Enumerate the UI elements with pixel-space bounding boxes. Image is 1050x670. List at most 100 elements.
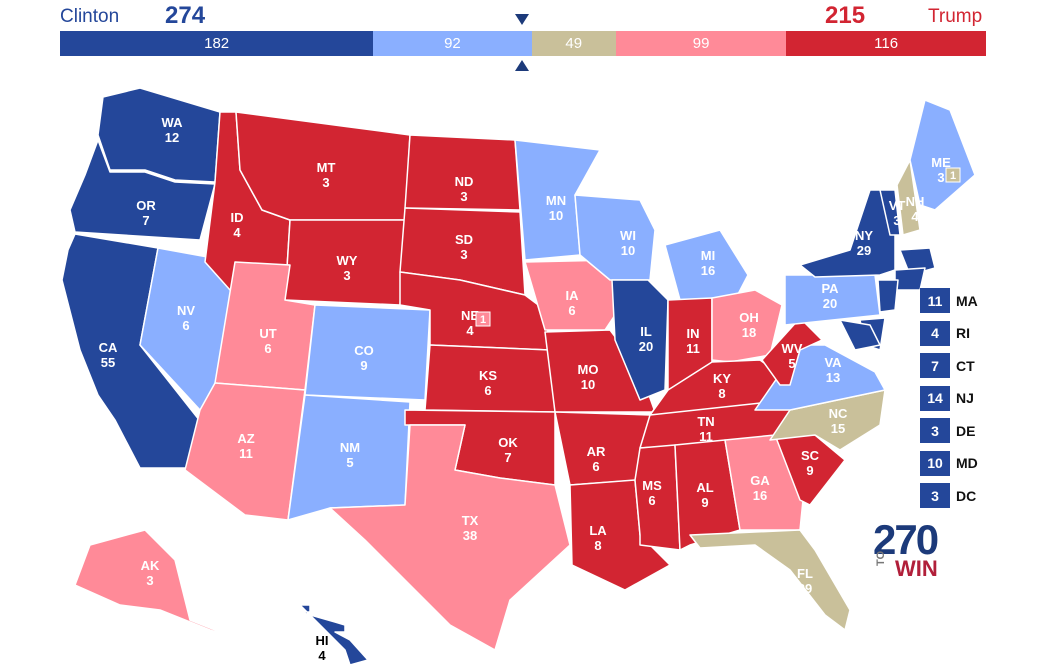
state-vt[interactable]	[879, 189, 901, 236]
state-il[interactable]	[611, 279, 669, 401]
small-state-row-nj[interactable]: 14 NJ	[920, 385, 974, 411]
state-ev-vt: 3	[893, 213, 900, 228]
state-label-nd: ND	[455, 174, 474, 189]
state-label-ak: AK	[141, 558, 160, 573]
state-label-tx: TX	[462, 513, 479, 528]
logo-number: 270	[873, 516, 939, 563]
state-label-ky: KY	[713, 371, 731, 386]
state-ev-co: 9	[360, 358, 367, 373]
small-state-row-ri[interactable]: 4 RI	[920, 320, 970, 346]
state-label-mi: MI	[701, 248, 715, 263]
state-label-la: LA	[589, 523, 607, 538]
state-ms[interactable]	[634, 444, 681, 551]
state-ev-nc: 15	[831, 421, 845, 436]
state-label-nm: NM	[340, 440, 360, 455]
state-ev-ne: 4	[466, 323, 474, 338]
small-state-name-ct: CT	[956, 357, 975, 374]
state-label-fl: FL	[797, 566, 813, 581]
small-state-row-ma[interactable]: 11 MA	[920, 288, 978, 313]
bar-segment-lean-dem: 92	[373, 31, 532, 56]
state-ev-ut: 6	[264, 341, 271, 356]
state-or[interactable]	[69, 139, 216, 241]
small-state-ev-de: 3	[920, 418, 950, 443]
state-ny[interactable]	[799, 189, 896, 278]
state-label-wi: WI	[620, 228, 636, 243]
district-ev-me: 1	[950, 170, 956, 182]
state-label-ne: NE	[461, 308, 479, 323]
state-label-ny: NY	[855, 228, 873, 243]
state-ev-pa: 20	[823, 296, 837, 311]
state-tx[interactable]	[329, 424, 571, 651]
state-ev-ga: 16	[753, 488, 767, 503]
state-ev-tx: 38	[463, 528, 477, 543]
state-ev-al: 9	[701, 495, 708, 510]
state-label-ms: MS	[642, 478, 662, 493]
state-co[interactable]	[304, 304, 431, 401]
logo-to: TO	[875, 550, 887, 566]
state-label-sc: SC	[801, 448, 820, 463]
small-state-ev-dc: 3	[920, 483, 950, 508]
state-label-wa: WA	[162, 115, 184, 130]
state-fl[interactable]	[689, 529, 851, 631]
small-state-name-de: DE	[956, 422, 976, 439]
state-label-al: AL	[696, 480, 713, 495]
small-state-shape-3[interactable]	[877, 279, 899, 313]
state-nh[interactable]	[896, 159, 921, 236]
district-box-ne[interactable]	[475, 311, 491, 327]
state-ev-tn: 11	[699, 429, 713, 444]
state-ev-wa: 12	[165, 130, 179, 145]
small-state-name-ma: MA	[956, 292, 978, 309]
state-ev-ok: 7	[504, 450, 511, 465]
state-ev-mo: 10	[581, 377, 595, 392]
dem-candidate-name: Clinton	[60, 6, 120, 27]
state-label-ok: OK	[498, 435, 518, 450]
small-state-ev-ct: 7	[920, 353, 950, 378]
state-ev-hi: 4	[318, 648, 326, 663]
small-state-shape-2[interactable]	[894, 267, 926, 291]
state-label-in: IN	[687, 326, 700, 341]
state-label-ar: AR	[587, 444, 606, 459]
rep-electoral-total: 215	[825, 2, 866, 29]
dem-electoral-total: 274	[165, 2, 206, 29]
small-state-row-de[interactable]: 3 DE	[920, 418, 975, 443]
state-ev-nd: 3	[460, 189, 467, 204]
small-state-ev-ri: 4	[920, 320, 950, 346]
rep-candidate-name: Trump	[928, 6, 983, 27]
state-ak[interactable]	[74, 529, 241, 641]
state-nd[interactable]	[404, 134, 521, 211]
small-state-row-md[interactable]: 10 MD	[920, 450, 978, 476]
state-label-mt: MT	[317, 160, 336, 175]
small-state-row-ct[interactable]: 7 CT	[920, 353, 975, 378]
state-ev-ks: 6	[484, 383, 491, 398]
state-ev-nm: 5	[346, 455, 353, 470]
small-state-ev-nj: 14	[920, 385, 950, 411]
state-hi[interactable]	[299, 604, 369, 666]
small-state-row-dc[interactable]: 3 DC	[920, 483, 976, 508]
state-ev-mi: 16	[701, 263, 715, 278]
state-mi[interactable]	[664, 229, 749, 301]
state-label-id: ID	[231, 210, 244, 225]
state-ev-me: 3	[937, 170, 944, 185]
state-ev-il: 20	[639, 339, 653, 354]
state-label-mo: MO	[578, 362, 599, 377]
state-label-oh: OH	[739, 310, 759, 325]
small-state-name-ri: RI	[956, 325, 970, 341]
state-ev-mn: 10	[549, 208, 563, 223]
district-ev-ne: 1	[480, 314, 486, 326]
state-ev-oh: 18	[742, 325, 756, 340]
state-wi[interactable]	[574, 194, 656, 281]
state-label-ut: UT	[259, 326, 276, 341]
state-ev-wy: 3	[343, 268, 350, 283]
state-label-ca: CA	[99, 340, 118, 355]
state-ev-nh: 4	[911, 209, 919, 224]
small-state-name-dc: DC	[956, 487, 977, 504]
small-state-shape-5[interactable]	[839, 319, 881, 351]
state-label-tn: TN	[697, 414, 714, 429]
small-state-shape-1[interactable]	[899, 247, 936, 276]
bar-segment-safe-dem: 182	[60, 31, 374, 56]
district-box-me[interactable]	[945, 167, 961, 183]
state-ev-la: 8	[594, 538, 601, 553]
state-ev-sd: 3	[460, 247, 467, 262]
state-wa[interactable]	[97, 87, 221, 183]
state-ev-id: 4	[233, 225, 241, 240]
